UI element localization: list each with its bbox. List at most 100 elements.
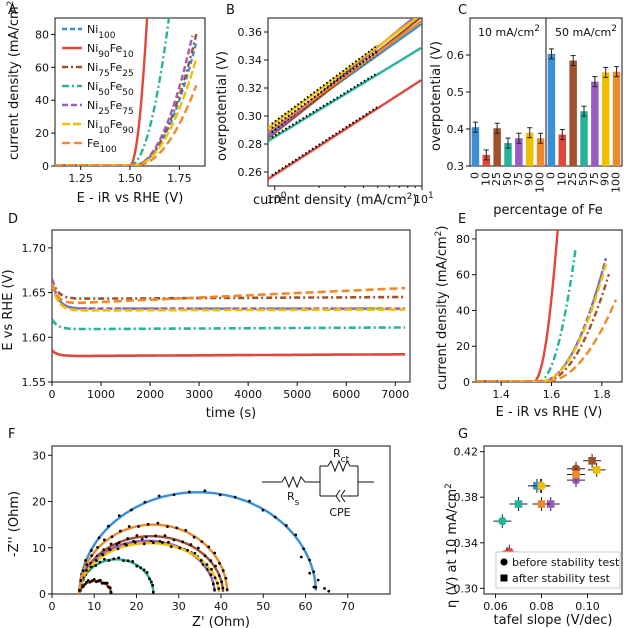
panel-b-ytick-label: 0.30 bbox=[238, 110, 263, 123]
label-part: 2 bbox=[407, 192, 413, 202]
label-part: Ni bbox=[87, 99, 98, 112]
panel-c-xtick-label: 25 bbox=[566, 172, 579, 186]
series-b-Ni50Fe50 bbox=[268, 46, 422, 143]
label-part: 25 bbox=[98, 107, 109, 117]
fit-b-Fe100 bbox=[271, 50, 379, 129]
panel-d-frame bbox=[51, 229, 411, 383]
label-part: ) bbox=[7, 0, 22, 1]
label-part: 10 bbox=[98, 126, 110, 136]
dot-f-Ni50Fe50 bbox=[148, 577, 151, 581]
dot-f-Fe100 bbox=[137, 525, 140, 528]
dot-f-Ni90Fe10 bbox=[109, 591, 113, 594]
dot-f-tail bbox=[299, 555, 303, 559]
dot-f-Fe100 bbox=[156, 521, 160, 525]
series-a-Ni90Fe10 bbox=[55, 18, 149, 166]
dot-f-Ni100 bbox=[84, 558, 87, 562]
label-part: 100 bbox=[100, 145, 117, 155]
dot-f-Ni100 bbox=[97, 536, 101, 540]
series-f-Ni100 bbox=[78, 491, 318, 594]
panel-c-xtick-label: 75 bbox=[588, 172, 601, 186]
dot-f-Ni10Fe90 bbox=[199, 558, 203, 562]
dot-f-Ni75Fe25 bbox=[220, 580, 224, 584]
panel-e-ytick-label: 60 bbox=[456, 269, 470, 282]
panel-a-xtick-label: 1.75 bbox=[167, 172, 192, 185]
label-part: 0 bbox=[281, 191, 287, 201]
dot-f-Ni10Fe90 bbox=[101, 553, 105, 557]
series-f-Fe100 bbox=[78, 523, 229, 594]
panel-a-ylabel: current density (mA/cm2) bbox=[6, 0, 22, 160]
cpe-symbol bbox=[335, 489, 341, 503]
panel-c-xlabel: percentage of Fe bbox=[493, 203, 603, 218]
dot-f-tail bbox=[316, 578, 320, 582]
panel-d-ytick-label: 1.65 bbox=[22, 287, 47, 300]
dot-f-Ni90Fe10 bbox=[83, 583, 87, 586]
label-part: Ni bbox=[87, 61, 98, 74]
panel-a-xtick-label: 1.50 bbox=[118, 172, 143, 185]
panel-c-ylabel: overpotential (V) bbox=[429, 41, 444, 151]
panel-f-xtick-label: 40 bbox=[214, 600, 228, 613]
dot-f-Ni50Fe50 bbox=[131, 560, 135, 563]
legend-a-Ni90Fe10: Ni90Fe10 bbox=[87, 42, 134, 60]
panel-c-xtick-label: 10 bbox=[555, 172, 568, 186]
dot-f-Ni10Fe90 bbox=[178, 546, 182, 550]
fit-b-Ni25Fe75 bbox=[271, 44, 379, 134]
panel-f-letter: F bbox=[8, 427, 15, 442]
panel-f-xtick-label: 50 bbox=[256, 600, 270, 613]
dot-f-Ni10Fe90 bbox=[95, 559, 98, 563]
panel-f-ylabel: -Z'' (Ohm) bbox=[7, 491, 22, 557]
dot-f-Ni100 bbox=[312, 570, 316, 574]
label-part: 100 bbox=[98, 31, 115, 41]
dot-f-Ni75Fe25 bbox=[217, 574, 221, 577]
dot-f-Ni100 bbox=[248, 499, 251, 503]
panel-a-ytick-label: 80 bbox=[35, 28, 49, 41]
dot-f-Ni50Fe50 bbox=[151, 583, 155, 587]
label-part: Fe bbox=[110, 118, 123, 131]
dot-f-Ni50Fe50 bbox=[145, 571, 149, 574]
dot-f-Ni50Fe50 bbox=[107, 559, 111, 562]
panel-e-xlabel: E - iR vs RHE (V) bbox=[496, 405, 603, 420]
dot-f-Ni10Fe90 bbox=[161, 541, 164, 544]
series-d-Ni90Fe10 bbox=[52, 349, 406, 358]
panel-g-ylabel: η (V) at 10 mA/cm2 bbox=[444, 483, 460, 608]
dot-f-Ni90Fe10 bbox=[85, 580, 88, 584]
series-e-Ni25Fe75 bbox=[476, 257, 608, 382]
dot-f-Ni50Fe50 bbox=[122, 559, 125, 563]
dot-f-Ni75Fe25 bbox=[135, 534, 139, 537]
circuit-label-rs: Rs bbox=[287, 490, 300, 508]
panel-b-ytick-label: 0.36 bbox=[238, 26, 263, 39]
point-g-after-Fe100 bbox=[537, 500, 546, 508]
label-part: Ni bbox=[87, 118, 98, 131]
panel-c-xtick-label: 90 bbox=[599, 172, 612, 186]
panel-c-xtick-label: 50 bbox=[577, 172, 590, 186]
legend-a-Ni75Fe25: Ni75Fe25 bbox=[87, 61, 134, 79]
legend-g-after: after stability test bbox=[512, 572, 611, 585]
point-g-before-Fe100 bbox=[571, 470, 581, 479]
dot-f-Ni75Fe25 bbox=[163, 534, 167, 538]
dot-f-Fe100 bbox=[224, 576, 228, 580]
dot-f-Ni10Fe90 bbox=[213, 576, 217, 580]
dot-f-Ni100 bbox=[172, 493, 176, 497]
bar-c-50 mA/cm2-4 bbox=[591, 81, 599, 166]
panel-f-ytick-label: 0 bbox=[39, 588, 46, 601]
panel-e-ytick-label: 80 bbox=[456, 233, 470, 246]
dot-f-Ni10Fe90 bbox=[108, 548, 112, 552]
panel-e-letter: E bbox=[458, 212, 466, 227]
dot-f-Ni50Fe50 bbox=[142, 568, 146, 572]
dot-f-Ni100 bbox=[106, 524, 110, 528]
dot-f-Ni25Fe75 bbox=[158, 539, 162, 543]
series-f-Ni10Fe90 bbox=[78, 541, 220, 594]
dot-f-Ni75Fe25 bbox=[214, 564, 217, 568]
label-part: Fe bbox=[110, 99, 123, 112]
dot-f-Ni50Fe50 bbox=[94, 564, 98, 567]
panel-g-ytick-label: 0.42 bbox=[454, 446, 479, 459]
dot-f-Ni10Fe90 bbox=[210, 567, 213, 571]
panel-d-xtick-label: 5000 bbox=[283, 388, 311, 401]
legend-a-Ni100: Ni100 bbox=[87, 23, 116, 41]
panel-b-xtick-label: 100 bbox=[267, 191, 287, 206]
panel-d-letter: D bbox=[8, 212, 18, 227]
panel-c-ytick-label: 0.6 bbox=[447, 49, 465, 62]
label-part: 50 bbox=[122, 88, 134, 98]
dot-f-Fe100 bbox=[127, 525, 131, 528]
dot-f-Fe100 bbox=[184, 528, 188, 532]
